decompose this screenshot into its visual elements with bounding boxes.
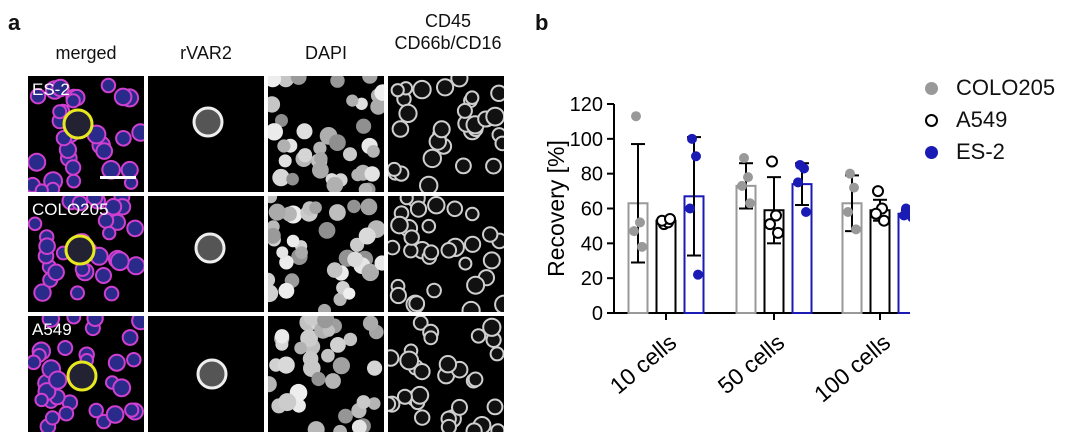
point-colo205-50-cells-3 [737, 180, 747, 191]
micrograph-a549-dapi [268, 316, 384, 432]
point-a549-50-cells-2 [770, 209, 782, 222]
point-es2-100-cells-3 [899, 210, 909, 221]
legend-label-colo205: COLO205 [956, 75, 1056, 100]
bar-a549-10-cells [655, 219, 677, 314]
point-a549-100-cells-3 [870, 207, 882, 220]
scale-bar [100, 176, 136, 179]
row-label-a549: A549 [32, 320, 72, 339]
point-colo205-100-cells-1 [845, 168, 855, 179]
x-tick-label-10-cells: 10 cells [605, 329, 681, 399]
point-a549-50-cells-1 [766, 155, 778, 168]
micrograph-colo205-cd45 [388, 196, 504, 312]
micrograph-colo205-rvar2 [148, 196, 264, 312]
point-colo205-50-cells-2 [743, 172, 753, 183]
point-es2-100-cells-4 [907, 212, 910, 222]
legend-item-colo205: COLO205 [925, 72, 1055, 104]
point-es2-50-cells-2 [799, 163, 809, 174]
y-tick-label-20: 20 [581, 268, 603, 290]
micrograph-es2-merged: ES-2 [28, 76, 144, 192]
micrograph-es2-cd45 [388, 76, 504, 192]
legend-item-a549: A549 [925, 104, 1055, 136]
y-axis-label: Recovery [%] [543, 140, 569, 277]
panel-letter-b: b [535, 10, 549, 35]
y-tick-label-80: 80 [581, 164, 603, 186]
point-colo205-10-cells-1 [631, 111, 641, 122]
point-colo205-100-cells-4 [851, 224, 861, 235]
point-a549-50-cells-4 [772, 226, 784, 239]
x-tick-label-100-cells: 100 cells [809, 329, 895, 407]
x-tick-label-50-cells: 50 cells [713, 329, 789, 399]
y-tick-label-120: 120 [570, 94, 603, 116]
micrograph-colo205-dapi [268, 196, 384, 312]
chart-legend: COLO205 A549 ES-2 [925, 72, 1055, 168]
y-tick-label-0: 0 [592, 303, 603, 325]
point-a549-10-cells-4 [664, 212, 676, 225]
micrograph-es2-rvar2 [148, 76, 264, 192]
legend-marker-es2 [925, 145, 938, 159]
column-header-merged: merged [55, 43, 117, 63]
point-a549-100-cells-4 [878, 214, 890, 227]
point-colo205-50-cells-1 [739, 152, 749, 163]
point-colo205-10-cells-3 [629, 226, 639, 237]
row-label-colo205: COLO205 [32, 200, 109, 219]
legend-label-a549: A549 [956, 107, 1008, 132]
point-a549-100-cells-1 [872, 185, 884, 198]
point-es2-10-cells-2 [691, 151, 701, 162]
point-es2-50-cells-3 [793, 177, 803, 188]
legend-marker-colo205 [925, 81, 938, 95]
column-header-cd45: CD45 CD66b/CD16 [394, 11, 502, 53]
micrograph-a549-rvar2 [148, 316, 264, 432]
legend-marker-a549 [925, 113, 938, 127]
column-header-rvar2: rVAR2 [180, 43, 232, 63]
legend-label-es2: ES-2 [956, 139, 1005, 164]
recovery-chart: 0 20 40 60 80 100 120 Recovery [%] 10 cells 50 ce… [543, 94, 910, 407]
point-es2-50-cells-4 [801, 206, 811, 217]
y-tick-label-60: 60 [581, 199, 603, 221]
y-tick-label-100: 100 [570, 129, 603, 151]
point-colo205-100-cells-2 [849, 182, 859, 193]
micrograph-a549-cd45 [388, 316, 504, 432]
bar-es2-100-cells [897, 212, 910, 315]
y-tick-label-40: 40 [581, 233, 603, 255]
row-label-es2: ES-2 [32, 80, 70, 99]
micrograph-es2-dapi [268, 76, 384, 192]
column-header-dapi: DAPI [304, 43, 347, 63]
point-es2-10-cells-4 [693, 269, 703, 280]
point-colo205-10-cells-4 [637, 241, 647, 252]
micrograph-a549-merged: A549 [28, 316, 144, 432]
point-colo205-100-cells-3 [843, 206, 853, 217]
point-es2-10-cells-1 [687, 133, 697, 144]
point-es2-10-cells-3 [685, 203, 695, 214]
panel-letter-a: a [8, 10, 21, 35]
point-a549-50-cells-3 [764, 218, 776, 231]
point-colo205-50-cells-4 [745, 198, 755, 209]
point-colo205-10-cells-2 [635, 217, 645, 228]
legend-item-es2: ES-2 [925, 136, 1055, 168]
micrograph-colo205-merged: COLO205 [28, 196, 144, 312]
